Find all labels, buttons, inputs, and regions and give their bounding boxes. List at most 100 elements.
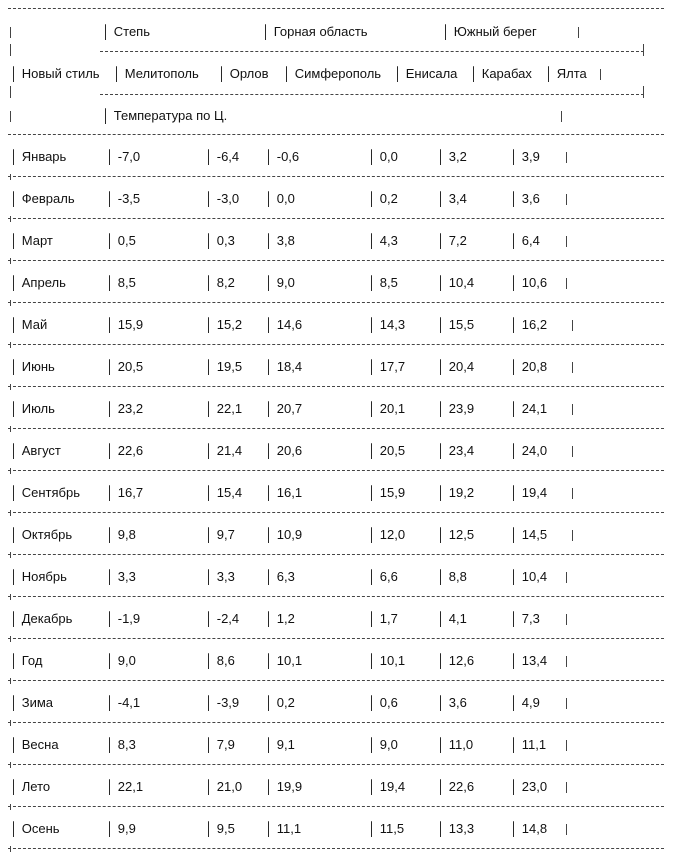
- cell-border: [10, 468, 11, 474]
- value-cell: │ 8,5: [368, 275, 398, 290]
- row-rule: [8, 512, 664, 513]
- table-row: │ Февраль │ -3,5 │ -3,0 │ 0,0 │ 0,2 │ 3,4 │ 3,…: [0, 186, 675, 228]
- value-cell: │ 19,9: [265, 779, 303, 794]
- row-label: │ Март: [10, 233, 53, 248]
- cell-border: [10, 300, 11, 306]
- table-row: │ Ноябрь │ 3,3 │ 3,3 │ 6,3 │ 6,6 │ 8,8 │ 10,4: [0, 564, 675, 606]
- cell-border: [10, 27, 11, 38]
- cell-border: [10, 762, 11, 768]
- value-cell: │ 19,4: [510, 485, 548, 500]
- value-cell: │ 16,1: [265, 485, 303, 500]
- row-label: │ Октябрь: [10, 527, 73, 542]
- value-cell: │ 12,6: [437, 653, 475, 668]
- cell-border: [10, 720, 11, 726]
- region-header-mountain: │ Горная область: [262, 24, 368, 39]
- cell-border: [566, 782, 567, 793]
- table-row: │ Апрель │ 8,5 │ 8,2 │ 9,0 │ 8,5 │ 10,4 │ 10,6: [0, 270, 675, 312]
- station-header-karabakh: │ Карабах: [470, 66, 532, 81]
- table-row: │ Октябрь │ 9,8 │ 9,7 │ 10,9 │ 12,0 │ 12,5 │ 1…: [0, 522, 675, 564]
- value-cell: │ 20,1: [368, 401, 406, 416]
- value-cell: │ -7,0: [106, 149, 141, 164]
- unit-header: │ Температура по Ц.: [102, 108, 228, 123]
- value-cell: │ 23,9: [437, 401, 475, 416]
- table-row: │ Год │ 9,0 │ 8,6 │ 10,1 │ 10,1 │ 12,6 │ 13,4: [0, 648, 675, 690]
- table-row: │ Лето │ 22,1 │ 21,0 │ 19,9 │ 19,4 │ 22,6 │ 23…: [0, 774, 675, 816]
- table-row: │ Весна │ 8,3 │ 7,9 │ 9,1 │ 9,0 │ 11,0 │ 11,1: [0, 732, 675, 774]
- row-label: │ Январь: [10, 149, 67, 164]
- cell-border: [10, 384, 11, 390]
- row-label: │ Июль: [10, 401, 55, 416]
- value-cell: │ 23,0: [510, 779, 548, 794]
- value-cell: │ 20,7: [265, 401, 303, 416]
- row-label: │ Осень: [10, 821, 60, 836]
- cell-border: [572, 362, 573, 373]
- table-row: │ Июль │ 23,2 │ 22,1 │ 20,7 │ 20,1 │ 23,9 │ 24…: [0, 396, 675, 438]
- station-header-orlov: │ Орлов: [218, 66, 269, 81]
- value-cell: │ 12,0: [368, 527, 406, 542]
- cell-border: [600, 69, 601, 80]
- value-cell: │ 14,3: [368, 317, 406, 332]
- value-cell: │ 9,0: [265, 275, 295, 290]
- row-rule: [8, 260, 664, 261]
- value-cell: │ 8,6: [205, 653, 235, 668]
- row-label: │ Июнь: [10, 359, 55, 374]
- value-cell: │ 11,1: [265, 821, 302, 836]
- value-cell: │ 24,0: [510, 443, 548, 458]
- row-rule: [8, 764, 664, 765]
- cell-border: [10, 44, 11, 56]
- value-cell: │ 11,1: [510, 737, 547, 752]
- row-label: │ Год: [10, 653, 43, 668]
- value-cell: │ -2,4: [205, 611, 240, 626]
- value-cell: │ 7,9: [205, 737, 235, 752]
- row-rule: [8, 344, 664, 345]
- value-cell: │ 8,3: [106, 737, 136, 752]
- table-top-rule: [8, 8, 664, 9]
- cell-border: [566, 656, 567, 667]
- table-row: │ Май │ 15,9 │ 15,2 │ 14,6 │ 14,3 │ 15,5 │ 16,…: [0, 312, 675, 354]
- value-cell: │ 20,5: [368, 443, 406, 458]
- style-header: │ Новый стиль: [10, 66, 100, 81]
- row-rule: [8, 848, 664, 849]
- value-cell: │ 0,0: [368, 149, 398, 164]
- table-row: │ Декабрь │ -1,9 │ -2,4 │ 1,2 │ 1,7 │ 4,1 │ 7,…: [0, 606, 675, 648]
- header-partial-rule: [100, 51, 644, 52]
- value-cell: │ 15,4: [205, 485, 243, 500]
- value-cell: │ 3,3: [205, 569, 235, 584]
- value-cell: │ 10,1: [265, 653, 303, 668]
- value-cell: │ 24,1: [510, 401, 548, 416]
- value-cell: │ 7,3: [510, 611, 540, 626]
- value-cell: │ -6,4: [205, 149, 240, 164]
- value-cell: │ 6,3: [265, 569, 295, 584]
- value-cell: │ 3,2: [437, 149, 467, 164]
- cell-border: [10, 86, 11, 98]
- row-label: │ Декабрь: [10, 611, 73, 626]
- cell-border: [566, 236, 567, 247]
- row-label: │ Весна: [10, 737, 59, 752]
- cell-border: [10, 804, 11, 810]
- value-cell: │ 0,5: [106, 233, 136, 248]
- value-cell: │ 19,5: [205, 359, 243, 374]
- row-label: │ Апрель: [10, 275, 66, 290]
- station-header-melitopol: │ Мелитополь: [113, 66, 199, 81]
- row-label: │ Сентябрь: [10, 485, 80, 500]
- cell-border: [566, 740, 567, 751]
- value-cell: │ -3,0: [205, 191, 240, 206]
- value-cell: │ 22,6: [106, 443, 144, 458]
- value-cell: │ 13,3: [437, 821, 475, 836]
- value-cell: │ 9,7: [205, 527, 235, 542]
- value-cell: │ 19,2: [437, 485, 475, 500]
- value-cell: │ 16,7: [106, 485, 144, 500]
- row-rule: [8, 176, 664, 177]
- value-cell: │ 3,3: [106, 569, 136, 584]
- cell-border: [10, 216, 11, 222]
- value-cell: │ -0,6: [265, 149, 300, 164]
- cell-border: [566, 614, 567, 625]
- value-cell: │ -1,9: [106, 611, 141, 626]
- value-cell: │ 14,6: [265, 317, 303, 332]
- row-rule: [8, 722, 664, 723]
- value-cell: │ 18,4: [265, 359, 303, 374]
- value-cell: │ 10,4: [510, 569, 548, 584]
- cell-border: [561, 111, 562, 122]
- value-cell: │ 22,1: [205, 401, 243, 416]
- value-cell: │ 15,2: [205, 317, 243, 332]
